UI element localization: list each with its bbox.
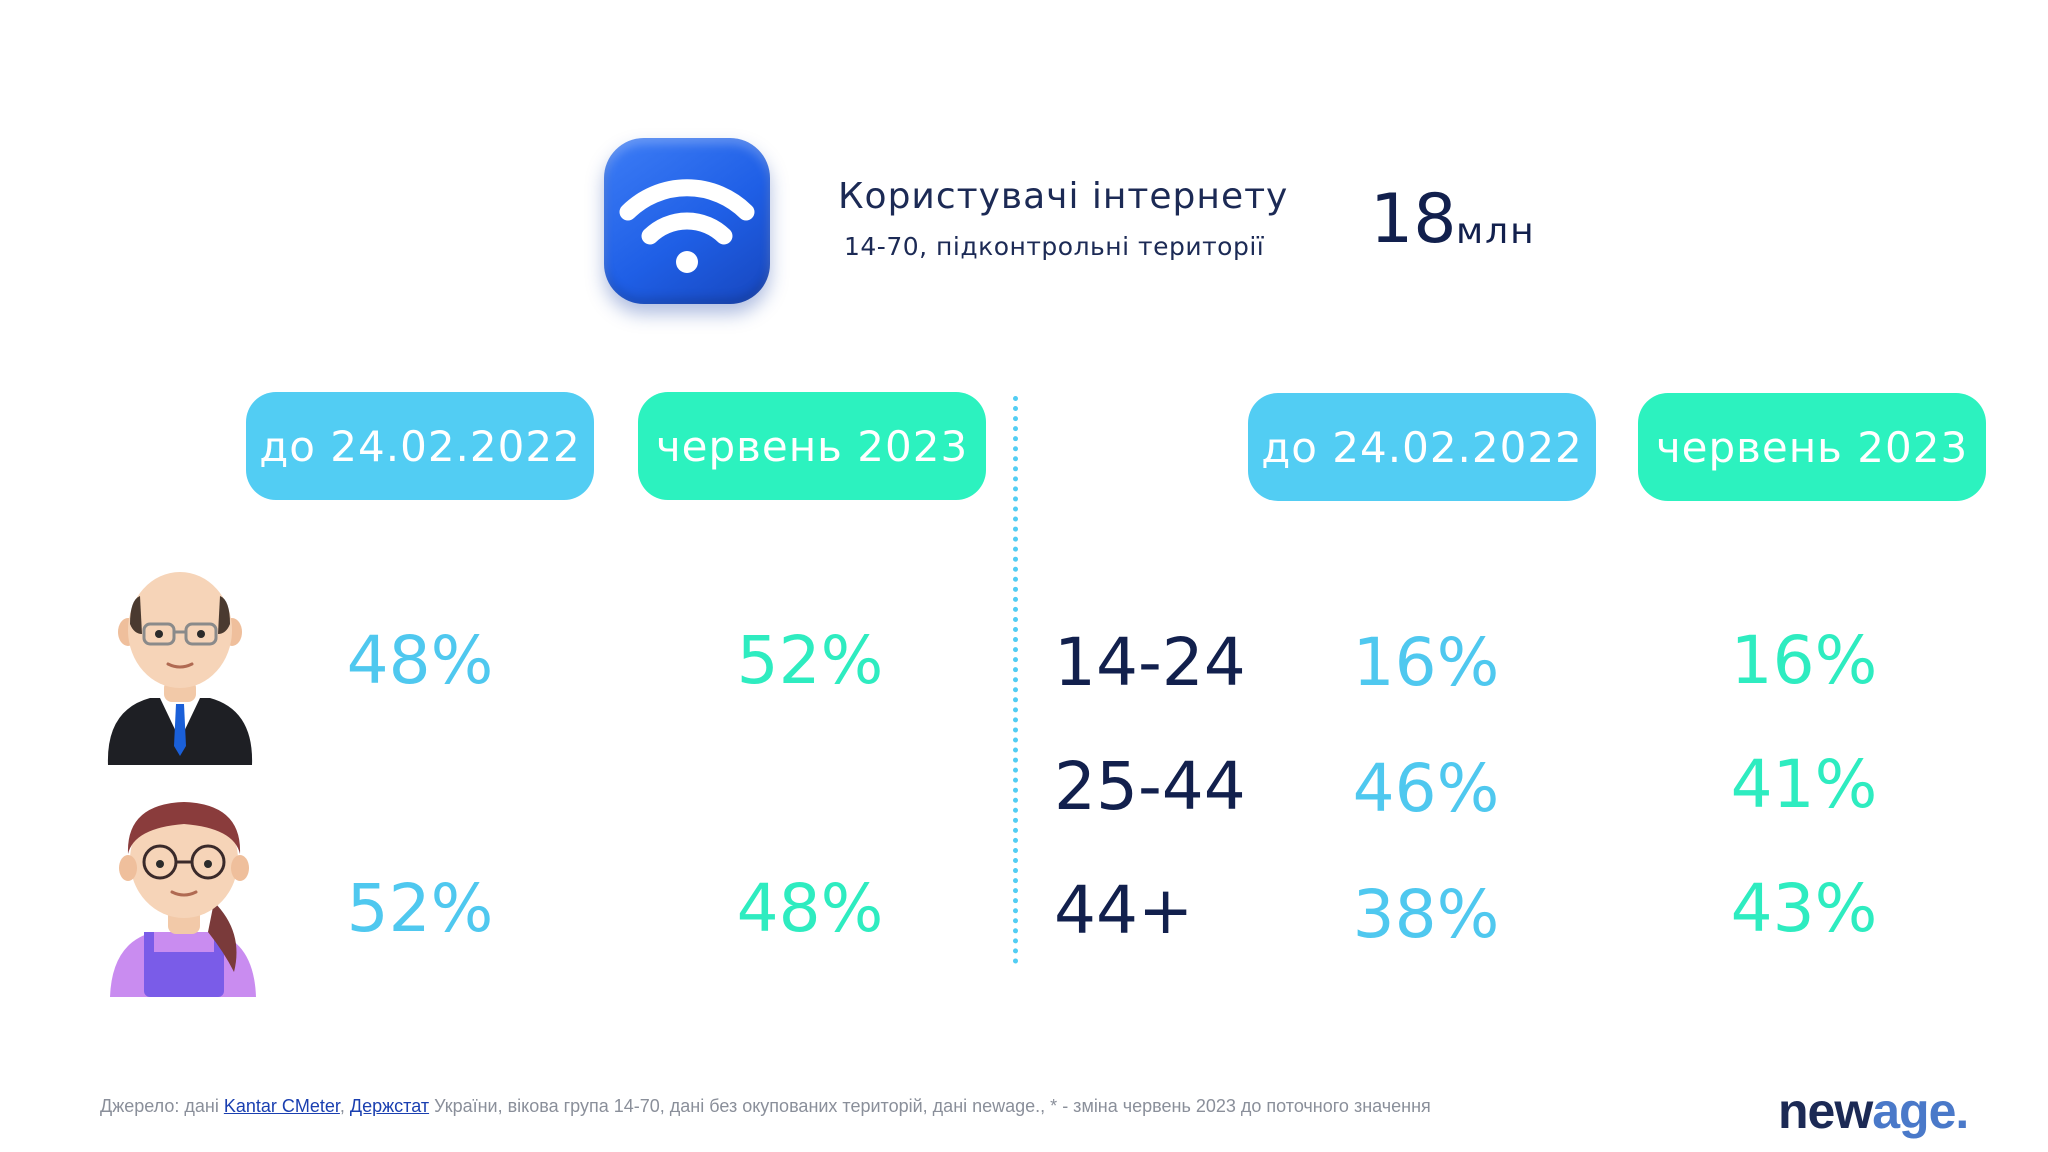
gender-male-june-value: 52% xyxy=(736,622,884,699)
age-group-label: 25-44 xyxy=(1054,748,1246,825)
total-users-unit: млн xyxy=(1456,211,1536,252)
derzhstat-link[interactable]: Держстат xyxy=(349,1096,430,1116)
kantar-link[interactable]: Kantar CMeter xyxy=(223,1096,340,1116)
logo-part-age: age. xyxy=(1872,1083,1969,1139)
age-group-label: 44+ xyxy=(1054,872,1194,949)
gender-female-before-value: 52% xyxy=(346,870,494,947)
age-14-24-before-value: 16% xyxy=(1352,624,1500,701)
page-subtitle: 14-70, підконтрольні території xyxy=(844,232,1265,261)
gender-col-june-pill: червень 2023 xyxy=(638,392,986,500)
source-footnote: Джерело: дані Kantar CMeter, Держстат Ук… xyxy=(100,1096,1431,1117)
section-divider xyxy=(1013,396,1018,964)
gender-col-before-pill: до 24.02.2022 xyxy=(246,392,594,500)
age-col-june-pill: червень 2023 xyxy=(1638,393,1986,501)
logo-part-new: new xyxy=(1778,1083,1873,1139)
gender-female-june-value: 48% xyxy=(736,870,884,947)
age-25-44-before-value: 46% xyxy=(1352,750,1500,827)
age-14-24-june-value: 16% xyxy=(1730,622,1878,699)
total-users-value: 18 xyxy=(1370,180,1457,259)
male-businessman-avatar xyxy=(100,570,260,770)
wifi-icon xyxy=(604,138,770,304)
gender-col-before-label: до 24.02.2022 xyxy=(259,421,581,471)
age-col-before-label: до 24.02.2022 xyxy=(1261,422,1583,472)
footnote-separator: , xyxy=(339,1096,350,1116)
newage-logo: newage. xyxy=(1778,1082,1969,1140)
page-title: Користувачі інтернету xyxy=(838,176,1289,217)
age-44plus-june-value: 43% xyxy=(1730,870,1878,947)
gender-male-before-value: 48% xyxy=(346,622,494,699)
age-col-june-label: червень 2023 xyxy=(1655,422,1969,472)
footnote-suffix: України, вікова група 14-70, дані без ок… xyxy=(429,1096,1431,1116)
age-44plus-before-value: 38% xyxy=(1352,876,1500,953)
age-col-before-pill: до 24.02.2022 xyxy=(1248,393,1596,501)
female-glasses-avatar xyxy=(104,792,264,997)
age-group-label: 14-24 xyxy=(1054,624,1246,701)
footnote-prefix: Джерело: дані xyxy=(100,1096,224,1116)
age-25-44-june-value: 41% xyxy=(1730,746,1878,823)
gender-col-june-label: червень 2023 xyxy=(655,421,969,471)
